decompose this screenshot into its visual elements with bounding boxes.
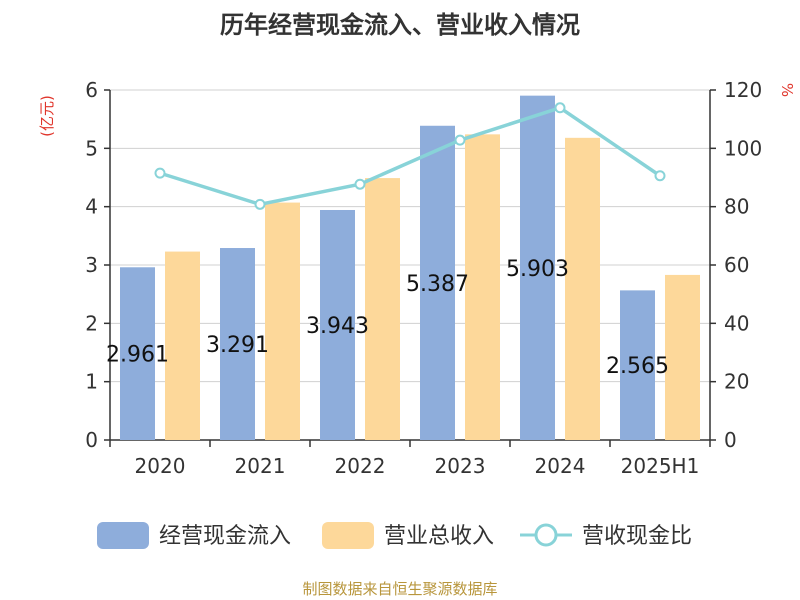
right-axis-unit: %	[778, 83, 796, 97]
left-axis-tick-label: 0	[85, 428, 98, 452]
x-axis-tick-label: 2021	[235, 454, 286, 478]
right-axis-tick-label: 60	[724, 253, 749, 277]
ratio-point	[254, 198, 266, 210]
cash-inflow-bar	[520, 95, 555, 441]
cash-inflow-bar	[420, 125, 455, 440]
left-axis-tick-label: 5	[85, 136, 98, 160]
x-axis-tick-label: 2024	[535, 454, 586, 478]
legend-swatch-ratio-point	[534, 523, 558, 547]
legend-swatch-cash-inflow	[97, 522, 149, 549]
ratio-point	[154, 167, 166, 179]
left-axis-tick-label: 6	[85, 78, 98, 102]
revenue-bar	[465, 134, 500, 441]
left-axis-tick-label: 3	[85, 253, 98, 277]
ratio-point	[354, 178, 366, 190]
x-axis-tick-label: 2023	[435, 454, 486, 478]
legend-label: 营收现金比	[582, 524, 692, 549]
cash-inflow-bar	[320, 209, 355, 440]
legend: 经营现金流入 营业总收入 营收现金比	[97, 522, 692, 549]
cash-inflow-bar	[220, 248, 255, 440]
revenue-bar	[565, 137, 600, 441]
revenue-bar	[265, 202, 300, 440]
right-axis-tick-label: 40	[724, 311, 749, 335]
grid-lines	[110, 89, 710, 383]
cash-inflow-data-label: 2.961	[106, 343, 169, 368]
legend-label: 营业总收入	[384, 524, 494, 549]
cash-inflow-bar	[120, 267, 155, 440]
cash-inflow-data-label: 3.943	[306, 314, 369, 339]
x-axis-tick-label: 2025H1	[621, 454, 700, 478]
revenue-bar	[665, 274, 700, 440]
right-axis-tick-label: 100	[724, 136, 762, 160]
cash-inflow-bar	[620, 290, 655, 440]
cash-inflow-data-label: 2.565	[606, 354, 669, 379]
x-axis-tick-label: 2020	[135, 454, 186, 478]
source-note: 制图数据来自恒生聚源数据库	[302, 580, 497, 598]
legend-label: 经营现金流入	[159, 524, 291, 549]
right-axis-tick-label: 120	[724, 78, 762, 102]
bar-data-labels: 2.961 3.291 3.943 5.387 5.903 2.565	[106, 257, 669, 379]
right-axis-tick-label: 80	[724, 195, 749, 219]
cash-inflow-data-label: 5.903	[506, 257, 569, 282]
ratio-point	[454, 134, 466, 146]
left-axis-tick-label: 1	[85, 370, 98, 394]
left-axis-tick-label: 2	[85, 311, 98, 335]
right-axis-tick-label: 20	[724, 370, 749, 394]
left-axis-unit: (亿元)	[38, 95, 56, 137]
right-axis-tick-label: 0	[724, 428, 737, 452]
bars	[120, 95, 700, 441]
x-axis-tick-label: 2022	[335, 454, 386, 478]
ratio-line-layer	[154, 102, 666, 210]
ratio-point	[554, 102, 566, 114]
chart-title: 历年经营现金流入、营业收入情况	[220, 11, 580, 39]
revenue-bar	[165, 251, 200, 440]
legend-swatch-revenue	[322, 522, 374, 549]
cash-inflow-data-label: 3.291	[206, 333, 269, 358]
ratio-line	[159, 105, 661, 207]
left-axis-tick-label: 4	[85, 195, 98, 219]
ratio-point	[654, 170, 666, 182]
cash-inflow-data-label: 5.387	[406, 272, 469, 297]
revenue-bar	[365, 178, 400, 441]
